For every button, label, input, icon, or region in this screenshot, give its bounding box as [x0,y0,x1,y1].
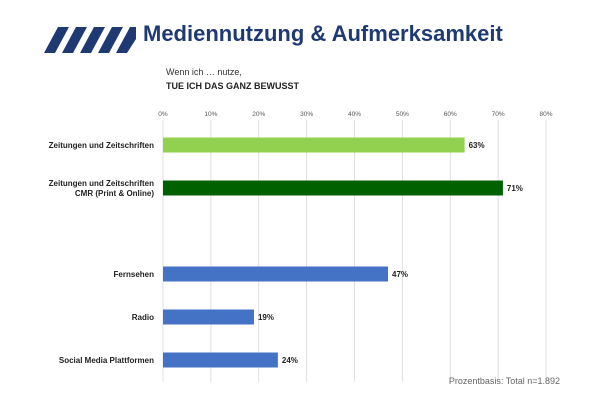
logo-stroke-2 [62,27,87,53]
bar [163,352,278,368]
data-label: 19% [258,313,274,322]
bar [163,309,254,325]
chart-footnote: Prozentbasis: Total n=1.892 [448,376,560,386]
tick-label: 30% [300,111,313,118]
brand-logo: MA [44,27,136,53]
data-label: 63% [469,141,485,150]
bar [163,137,465,153]
tick-label: 80% [539,111,552,118]
bar [163,266,389,282]
tick-label: 20% [252,111,265,118]
page-title: Mediennutzung & Aufmerksamkeit [143,21,503,46]
tick-label: 10% [204,111,217,118]
tick-label: 0% [158,111,168,118]
data-label: 47% [392,270,408,279]
category-label: Radio [132,313,154,322]
category-label: Fernsehen [114,270,155,279]
tick-label: 70% [492,111,505,118]
logo-stroke-3 [80,27,105,53]
data-label: 71% [507,184,523,193]
category-label: Zeitungen und Zeitschriften [49,179,154,188]
tick-label: 40% [348,111,361,118]
bar [163,180,503,196]
chart-subtitle-line1: Wenn ich … nutze, [166,67,242,77]
tick-label: 50% [396,111,409,118]
logo-stroke-5 [116,27,136,53]
logo-stroke-4 [98,27,123,53]
category-label: Zeitungen und Zeitschriften [49,141,154,150]
logo-stroke-1 [44,27,69,53]
category-label: Social Media Plattformen [59,356,154,365]
category-label: CMR (Print & Online) [75,189,154,198]
data-label: 24% [282,356,298,365]
chart-subtitle-line2: TUE ICH DAS GANZ BEWUSST [166,81,300,91]
tick-label: 60% [444,111,457,118]
